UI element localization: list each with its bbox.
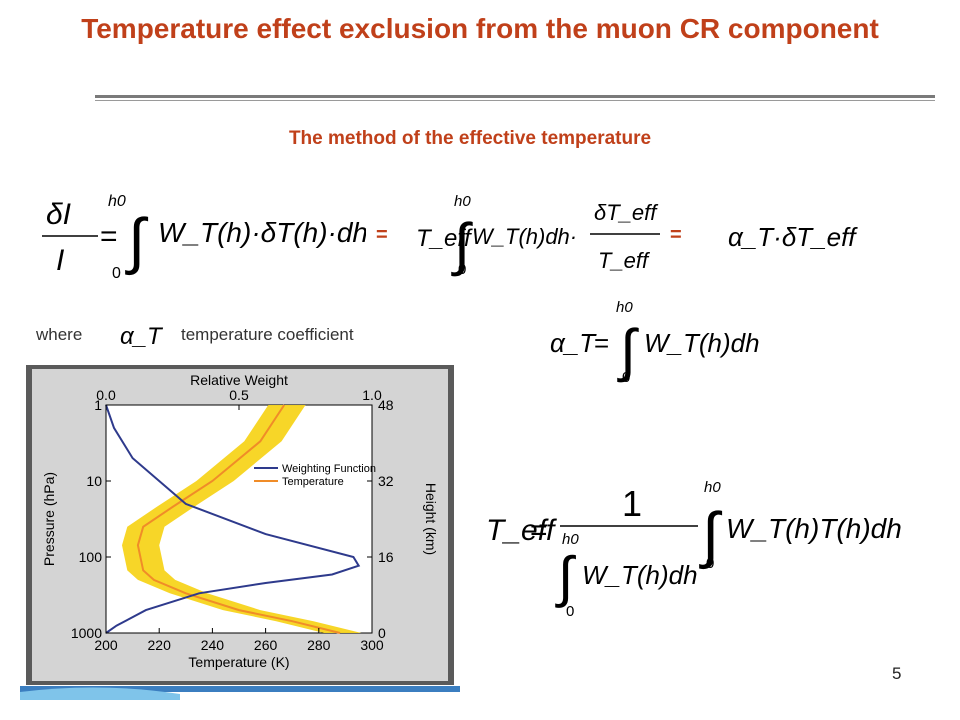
formula-alpha-definition: α_T = ∫ h0 0 W_T(h)dh — [550, 299, 760, 386]
formula-integrand: W_T(h)·δT(h)·dh — [158, 217, 366, 248]
formula-integrand: W_T(h)dh· — [472, 224, 577, 249]
legend-label-weighting: Weighting Function — [282, 463, 376, 475]
formula-intensity-variation: δI I = ∫ h0 0 W_T(h)·δT(h)·dh — [42, 193, 366, 282]
svg-text:∫: ∫ — [555, 545, 576, 608]
slide-title: Temperature effect exclusion from the mu… — [81, 13, 879, 44]
svg-text:=: = — [530, 514, 548, 547]
temperature-series-line — [136, 404, 341, 634]
formula-upper-limit: h0 — [454, 193, 471, 210]
y-tick-label: 100 — [79, 549, 103, 565]
formula-lower-limit: 0 — [622, 369, 630, 386]
weighting-chart-panel: 200 220 240 260 280 300 Temperature (K) 0.0 0.5 1… — [26, 365, 454, 685]
x-tick-label: 280 — [307, 637, 331, 653]
formula-upper-limit: h0 — [108, 193, 126, 210]
top-tick-label: 1.0 — [362, 387, 382, 403]
formula-upper-limit: h0 — [704, 479, 721, 496]
top-tick-label: 0.5 — [229, 387, 249, 403]
slide-subtitle: The method of the effective temperature — [288, 128, 652, 149]
equals-sign: = — [670, 224, 682, 246]
right-tick-label: 0 — [378, 625, 386, 641]
decorative-wave — [20, 686, 460, 700]
legend-label-temperature: Temperature — [282, 476, 344, 488]
title-divider-thin — [95, 100, 935, 101]
y-tick-label: 10 — [86, 473, 102, 489]
formula-lower-limit: 0 — [706, 555, 714, 572]
x-tick-label: 260 — [254, 637, 278, 653]
formula-alpha-form: α_T·δT_eff — [728, 222, 858, 252]
formula-den-upper: h0 — [562, 531, 579, 548]
formula-teff-definition: T_eff = 1 ∫ h0 0 W_T(h)dh ∫ h0 0 W_T(h)T… — [486, 479, 902, 620]
top-tick-label: 0.0 — [96, 387, 116, 403]
svg-text:=: = — [594, 328, 609, 358]
formula-num: 1 — [622, 483, 642, 524]
y-tick-label: 1000 — [71, 625, 102, 641]
right-axis-title: Height (km) — [423, 483, 439, 555]
where-label: where — [36, 325, 83, 344]
formula-lower-limit: 0 — [458, 261, 466, 278]
formula-lhs: T_eff — [486, 514, 557, 547]
x-tick-label: 220 — [148, 637, 172, 653]
alpha-symbol-text: α_T — [120, 323, 164, 350]
equals-sign: = — [376, 224, 388, 246]
formula-frac-num: δT_eff — [594, 200, 659, 225]
page-number: 5 — [892, 664, 902, 683]
x-tick-label: 200 — [94, 637, 118, 653]
weighting-chart: 200 220 240 260 280 300 Temperature (K) 0.0 0.5 1… — [32, 369, 448, 681]
title-divider — [95, 95, 935, 98]
formula-frac-den: T_eff — [598, 248, 651, 273]
formula-alpha-product: α_T·δT_eff — [728, 222, 858, 252]
x-axis-title: Temperature (K) — [188, 654, 289, 670]
formula-integrand: W_T(h)dh — [644, 328, 760, 358]
top-axis-title: Relative Weight — [190, 372, 288, 388]
formula-lhs-num: δI — [46, 198, 71, 231]
svg-text:∫: ∫ — [451, 212, 473, 277]
formula-den-integrand: W_T(h)dh — [582, 560, 698, 590]
formula-effective-form: T_eff ∫ h0 0 W_T(h)dh· δT_eff T_eff — [416, 193, 660, 278]
x-tick-label: 240 — [201, 637, 225, 653]
svg-text:∫: ∫ — [617, 318, 639, 383]
weighting-function-line — [105, 404, 361, 634]
alpha-symbol: α_T — [120, 323, 164, 350]
formula-den-lower: 0 — [566, 603, 574, 620]
svg-text:=: = — [100, 220, 118, 253]
formula-lhs-den: I — [56, 244, 64, 277]
temperature-uncertainty-band — [122, 405, 362, 633]
right-tick-label: 32 — [378, 473, 394, 489]
formula-lower-limit: 0 — [112, 265, 121, 282]
x-tick-label: 300 — [360, 637, 384, 653]
formula-upper-limit: h0 — [616, 299, 633, 316]
right-tick-label: 16 — [378, 549, 394, 565]
coefficient-label: temperature coefficient — [181, 325, 354, 344]
formula-prefix: T_eff — [416, 225, 473, 252]
right-tick-label: 48 — [378, 397, 394, 413]
svg-text:∫: ∫ — [125, 207, 149, 276]
y-tick-label: 1 — [94, 397, 102, 413]
y-axis-title: Pressure (hPa) — [41, 472, 57, 566]
formula-lhs: α_T — [550, 328, 597, 358]
formula-integrand: W_T(h)T(h)dh — [726, 513, 902, 544]
